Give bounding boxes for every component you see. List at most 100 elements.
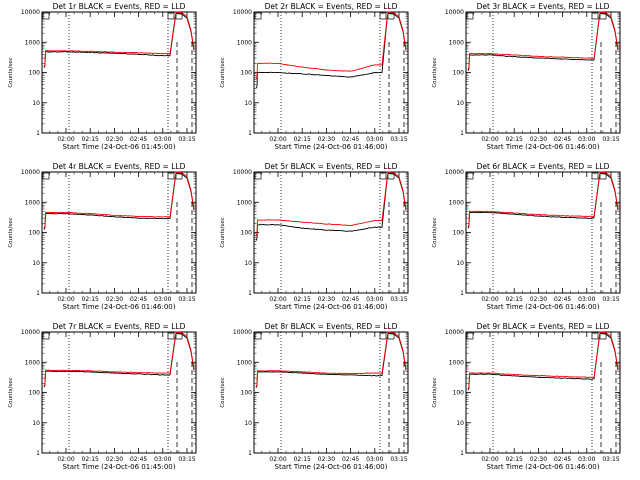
x-tick-label: 02:45 bbox=[342, 296, 359, 303]
y-tick-label: 10000 bbox=[233, 9, 252, 16]
corner-box bbox=[379, 12, 387, 20]
plot-frame bbox=[465, 331, 621, 454]
corner-box bbox=[42, 12, 50, 20]
y-tick-label: 1000 bbox=[449, 199, 464, 206]
corner-box bbox=[591, 172, 599, 180]
x-tick-label: 03:15 bbox=[602, 296, 619, 303]
x-tick-label: 02:00 bbox=[269, 136, 286, 143]
plot-title: Det 6r BLACK = Events, RED = LLD bbox=[477, 162, 610, 171]
corner-box bbox=[466, 332, 474, 340]
y-tick-label: 10 bbox=[244, 420, 252, 427]
y-tick-label: 1 bbox=[460, 450, 464, 457]
y-tick-label: 10 bbox=[244, 260, 252, 267]
plot-frame bbox=[253, 171, 409, 294]
y-axis-label: Counts/sec bbox=[432, 217, 438, 247]
y-axis-label: Counts/sec bbox=[8, 57, 14, 87]
x-tick-label: 03:00 bbox=[154, 136, 171, 143]
x-tick-label: 02:00 bbox=[481, 136, 498, 143]
events-series-line bbox=[467, 332, 619, 391]
x-tick-label: 03:15 bbox=[390, 456, 407, 463]
y-tick-label: 10000 bbox=[21, 9, 40, 16]
y-tick-label: 100 bbox=[241, 390, 253, 397]
x-tick-label: 02:00 bbox=[481, 456, 498, 463]
y-tick-label: 10 bbox=[32, 100, 40, 107]
y-tick-label: 1000 bbox=[237, 39, 252, 46]
x-tick-label: 03:00 bbox=[578, 296, 595, 303]
y-tick-label: 1 bbox=[248, 130, 252, 137]
corner-box bbox=[254, 12, 262, 20]
x-axis-label: Start Time (24-Oct-06 01:46:00) bbox=[275, 303, 388, 311]
y-axis-label: Counts/sec bbox=[8, 217, 14, 247]
y-tick-label: 100 bbox=[29, 230, 41, 237]
y-tick-label: 1000 bbox=[237, 359, 252, 366]
events-series-line bbox=[467, 172, 619, 229]
corner-box bbox=[167, 172, 175, 180]
x-tick-label: 02:15 bbox=[82, 296, 99, 303]
corner-box bbox=[466, 12, 474, 20]
y-tick-label: 100 bbox=[453, 390, 465, 397]
y-tick-label: 1000 bbox=[25, 39, 40, 46]
plot-title: Det 5r BLACK = Events, RED = LLD bbox=[265, 162, 398, 171]
x-tick-label: 02:45 bbox=[554, 296, 571, 303]
x-tick-label: 02:00 bbox=[57, 456, 74, 463]
x-tick-label: 02:30 bbox=[106, 456, 123, 463]
x-axis-label: Start Time (24-Oct-06 01:46:00) bbox=[275, 143, 388, 151]
x-tick-label: 02:00 bbox=[57, 296, 74, 303]
y-tick-label: 100 bbox=[241, 70, 253, 77]
plot-frame bbox=[465, 11, 621, 134]
x-tick-label: 02:00 bbox=[57, 136, 74, 143]
lld-series-line bbox=[255, 11, 407, 80]
y-axis-label: Counts/sec bbox=[432, 57, 438, 87]
y-tick-label: 100 bbox=[453, 230, 465, 237]
plot-panel-7: Det 7r BLACK = Events, RED = LLD 1 10 100 10… bbox=[8, 322, 197, 471]
x-tick-label: 02:15 bbox=[506, 136, 523, 143]
x-tick-label: 03:00 bbox=[366, 296, 383, 303]
plot-frame bbox=[41, 171, 197, 294]
y-tick-label: 10000 bbox=[445, 169, 464, 176]
x-tick-label: 03:00 bbox=[154, 296, 171, 303]
x-tick-label: 03:00 bbox=[154, 456, 171, 463]
plot-title: Det 8r BLACK = Events, RED = LLD bbox=[265, 322, 398, 331]
lld-series-line bbox=[43, 171, 195, 229]
x-axis-label: Start Time (24-Oct-06 01:45:00) bbox=[63, 463, 176, 471]
lld-series-line bbox=[467, 11, 619, 70]
y-tick-label: 1 bbox=[36, 130, 40, 137]
events-series-line bbox=[255, 12, 407, 89]
lld-series-line bbox=[43, 11, 195, 67]
events-series-line bbox=[255, 332, 407, 388]
x-tick-label: 02:30 bbox=[318, 456, 335, 463]
plot-title: Det 7r BLACK = Events, RED = LLD bbox=[53, 322, 186, 331]
plot-title: Det 4r BLACK = Events, RED = LLD bbox=[53, 162, 186, 171]
y-tick-label: 100 bbox=[29, 390, 41, 397]
y-tick-label: 10 bbox=[456, 260, 464, 267]
y-tick-label: 1000 bbox=[449, 359, 464, 366]
y-tick-label: 1000 bbox=[25, 359, 40, 366]
x-tick-label: 03:15 bbox=[602, 136, 619, 143]
x-tick-label: 02:00 bbox=[269, 456, 286, 463]
plot-title: Det 1r BLACK = Events, RED = LLD bbox=[53, 2, 186, 11]
y-tick-label: 10000 bbox=[21, 329, 40, 336]
y-tick-label: 1 bbox=[248, 290, 252, 297]
x-tick-label: 03:00 bbox=[366, 136, 383, 143]
x-tick-label: 02:45 bbox=[554, 456, 571, 463]
events-series-line bbox=[255, 172, 407, 241]
plot-title: Det 9r BLACK = Events, RED = LLD bbox=[477, 322, 610, 331]
y-tick-label: 10000 bbox=[21, 169, 40, 176]
x-axis-label: Start Time (24-Oct-06 01:46:00) bbox=[63, 303, 176, 311]
y-axis-label: Counts/sec bbox=[8, 377, 14, 407]
plot-panel-5: Det 5r BLACK = Events, RED = LLD 1 10 100 10… bbox=[220, 162, 409, 311]
y-axis-label: Counts/sec bbox=[220, 217, 226, 247]
y-tick-label: 1 bbox=[248, 450, 252, 457]
x-tick-label: 03:15 bbox=[390, 136, 407, 143]
x-tick-label: 02:45 bbox=[554, 136, 571, 143]
y-tick-label: 10 bbox=[32, 420, 40, 427]
y-tick-label: 1000 bbox=[237, 199, 252, 206]
corner-box bbox=[591, 12, 599, 20]
y-tick-label: 10 bbox=[456, 100, 464, 107]
lld-series-line bbox=[43, 331, 195, 387]
corner-box bbox=[254, 332, 262, 340]
y-axis-label: Counts/sec bbox=[220, 377, 226, 407]
plot-title: Det 3r BLACK = Events, RED = LLD bbox=[477, 2, 610, 11]
x-tick-label: 03:15 bbox=[178, 136, 195, 143]
